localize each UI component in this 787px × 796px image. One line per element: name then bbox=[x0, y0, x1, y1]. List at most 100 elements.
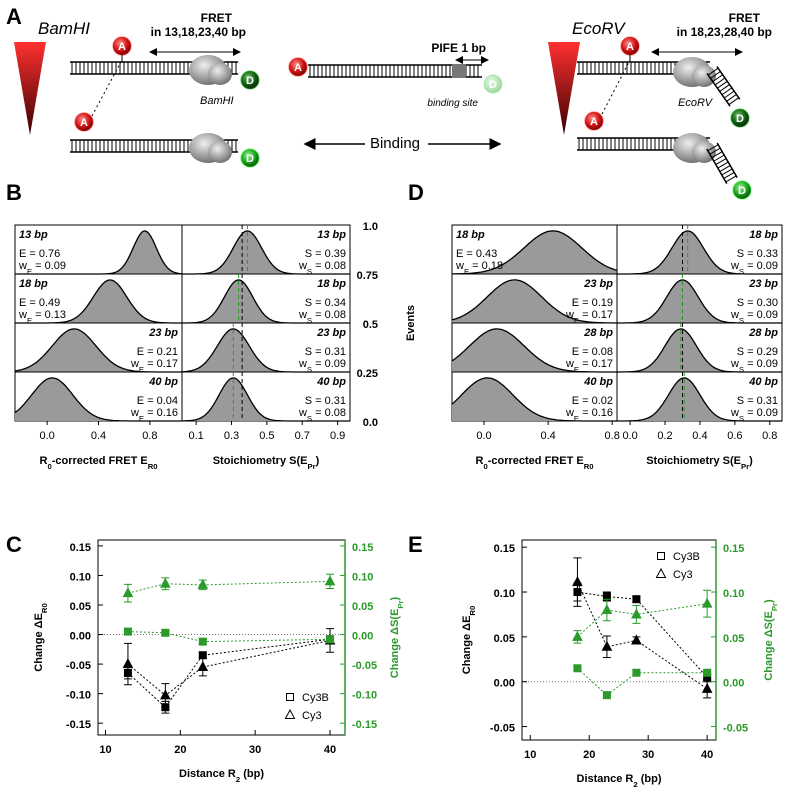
stat-label-part: w bbox=[565, 407, 574, 419]
protein bbox=[692, 65, 716, 87]
stat-label-part: = 0.16 bbox=[579, 407, 613, 419]
stat-label: S = 0.29 bbox=[737, 346, 778, 358]
y-axis-label-part: R0 bbox=[40, 603, 49, 613]
stat-label: wS = 0.08 bbox=[298, 407, 346, 423]
stat-label-part: S bbox=[307, 365, 312, 374]
dna-rung bbox=[721, 168, 733, 176]
x-axis-label-part: R0 bbox=[584, 462, 594, 471]
x-tick-label: 0.0 bbox=[622, 430, 637, 442]
series-line bbox=[577, 603, 708, 638]
dye-label: A bbox=[626, 41, 634, 53]
marker bbox=[572, 630, 583, 641]
x-axis-label: Distance R2 (bp) bbox=[577, 773, 662, 789]
marker bbox=[123, 627, 132, 636]
marker bbox=[602, 691, 611, 700]
dna-rung bbox=[726, 94, 737, 102]
dna-rung bbox=[717, 161, 729, 169]
x-axis-label-part: Stoichiometry S(E bbox=[646, 455, 741, 467]
histogram-area bbox=[452, 230, 617, 274]
y-axis-label-part: Change ΔE bbox=[461, 616, 473, 675]
enzyme-label: EcoRV bbox=[678, 97, 714, 109]
dye-label: D bbox=[736, 113, 744, 125]
y2-axis-label-part: ) bbox=[389, 596, 401, 600]
y-axis-label-part: Change ΔE bbox=[33, 613, 45, 672]
stat-label-part: = 0.08 bbox=[312, 260, 346, 272]
histogram-area bbox=[617, 279, 782, 323]
dna-rung bbox=[717, 80, 728, 89]
y-tick-label: 0.15 bbox=[70, 542, 91, 554]
marker bbox=[324, 575, 336, 586]
marker bbox=[703, 668, 712, 677]
x-tick-label: 0.0 bbox=[39, 430, 54, 442]
stat-label-part: = 0.17 bbox=[144, 358, 178, 370]
x-axis-label-part: 0 bbox=[483, 462, 487, 471]
dye bbox=[732, 180, 752, 200]
y-tick-label: 0.00 bbox=[70, 631, 91, 643]
x-tick-label: 0.3 bbox=[224, 430, 239, 442]
x-axis-label-part: Distance R bbox=[577, 773, 634, 785]
stat-label: S = 0.39 bbox=[305, 248, 346, 260]
x-axis-label-part: Pr bbox=[307, 462, 315, 471]
series-line bbox=[127, 631, 331, 643]
x-tick-label: 0.2 bbox=[657, 430, 672, 442]
dna-rung bbox=[715, 158, 727, 166]
row-label: 23 bp bbox=[316, 327, 346, 339]
binding-label: Binding bbox=[370, 135, 420, 152]
stat-label-part: = 0.17 bbox=[579, 309, 613, 321]
stat-label-part: w bbox=[730, 260, 739, 272]
y2-axis-label-part: ) bbox=[763, 599, 775, 603]
fit-curve bbox=[451, 279, 617, 324]
dna-strand bbox=[706, 73, 731, 107]
legend-marker bbox=[286, 693, 294, 701]
histogram-area bbox=[452, 279, 617, 323]
stat-label-part: E bbox=[27, 267, 32, 276]
fit-curve bbox=[451, 377, 617, 422]
x-axis-label-part: 2 bbox=[236, 775, 240, 784]
series-line bbox=[577, 667, 708, 696]
dye-label: D bbox=[489, 79, 497, 91]
panel-label: E bbox=[408, 532, 423, 557]
x-tick-label: 0.1 bbox=[188, 430, 203, 442]
dna-rung bbox=[719, 165, 731, 172]
histogram-area bbox=[182, 328, 350, 372]
x-tick-label: 20 bbox=[583, 749, 595, 761]
marker bbox=[601, 603, 613, 614]
y-tick-label: 0.05 bbox=[494, 633, 515, 645]
fit-curve bbox=[452, 230, 618, 275]
row-label: 23 bp bbox=[148, 327, 178, 339]
y2-axis-label-part: Pr bbox=[770, 603, 779, 611]
x-axis-label-part: R0 bbox=[148, 462, 158, 471]
y2-axis-label: Change ΔS(EPr) bbox=[389, 596, 405, 678]
stat-label-part: = 0.09 bbox=[32, 260, 66, 272]
dye-label: A bbox=[294, 62, 302, 74]
row-label: 18 bp bbox=[317, 278, 346, 290]
stat-label: wS = 0.09 bbox=[298, 358, 346, 374]
histogram-area bbox=[182, 279, 350, 323]
y-tick-label: 0.15 bbox=[494, 543, 515, 555]
dye bbox=[74, 112, 94, 132]
marker bbox=[160, 577, 171, 588]
row-label: 23 bp bbox=[583, 278, 613, 290]
x-axis-label-part: (bp) bbox=[638, 773, 662, 785]
stat-label: wE = 0.13 bbox=[18, 309, 66, 325]
x-tick-label: 0.9 bbox=[330, 430, 345, 442]
stat-label-part: w bbox=[565, 358, 574, 370]
stat-label-part: S bbox=[739, 267, 744, 276]
stat-label: wE = 0.17 bbox=[130, 358, 178, 374]
dye-label: D bbox=[246, 75, 254, 87]
legend-marker bbox=[657, 552, 665, 560]
stat-label-part: E bbox=[464, 267, 469, 276]
dna-rung bbox=[721, 87, 733, 96]
plot-frame bbox=[97, 539, 346, 736]
y-axis-label: Change ΔER0 bbox=[461, 606, 477, 674]
histogram-area bbox=[15, 328, 182, 372]
x-axis-label: Stoichiometry S(EPr) bbox=[646, 455, 753, 471]
row-label: 28 bp bbox=[748, 327, 778, 339]
fret-label: FRET bbox=[201, 11, 233, 25]
dye-label: A bbox=[118, 41, 126, 53]
marker bbox=[632, 595, 641, 604]
stat-label: S = 0.33 bbox=[737, 248, 778, 260]
diagram: A B D C E BamHI EcoRV FRET in 13,18,23,4… bbox=[6, 4, 772, 557]
stat-label: wE = 0.09 bbox=[18, 260, 66, 276]
marker bbox=[701, 682, 713, 693]
